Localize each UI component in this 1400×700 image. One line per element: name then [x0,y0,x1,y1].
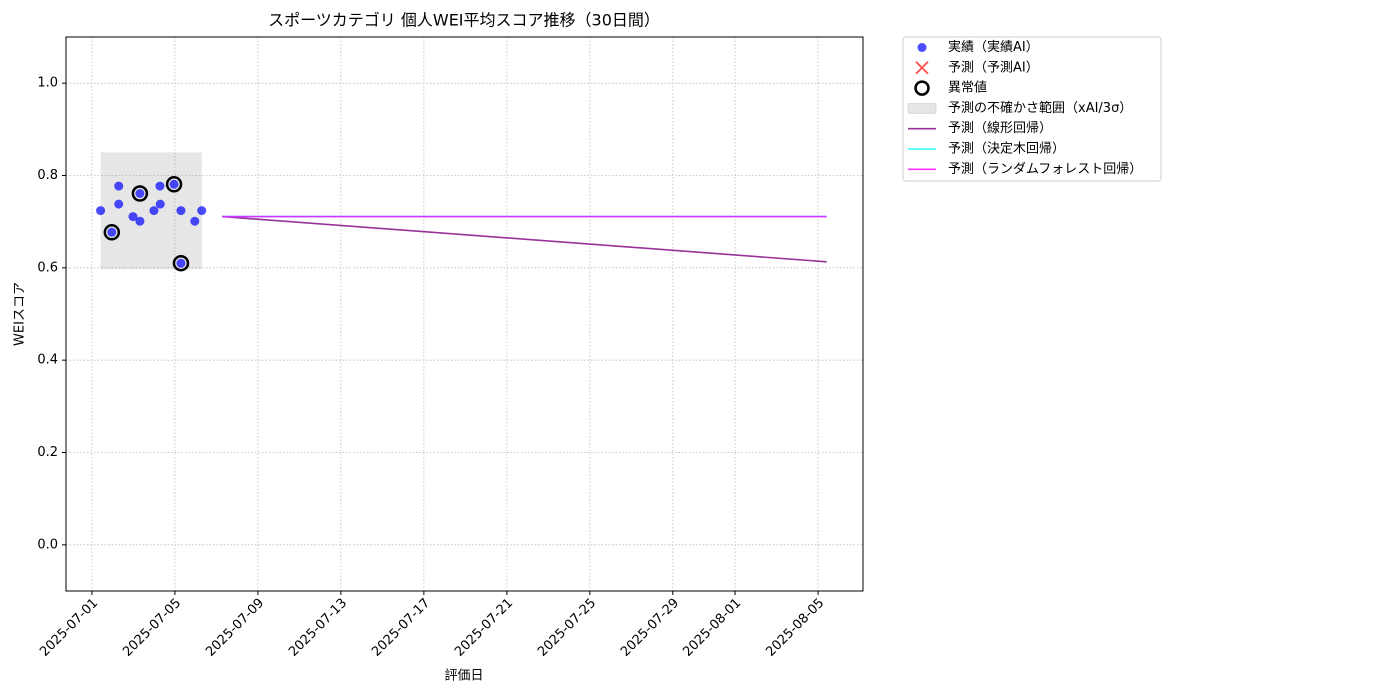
point [107,227,117,237]
legend-label: 予測（予測AI） [948,60,1039,75]
y-tick-label: 0.6 [37,260,58,275]
legend-label: 予測（線形回帰） [948,120,1052,136]
line [221,215,827,263]
point [169,179,179,189]
point [135,189,145,199]
point [96,206,106,216]
chart-title: スポーツカテゴリ 個人WEI平均スコア推移（30日間） [268,11,660,30]
outlier [172,254,190,272]
y-tick-label: 0.4 [37,353,58,368]
legend-marker [907,102,937,114]
legend-label: 予測（決定木回帰） [948,141,1065,157]
point [176,258,186,268]
point [149,206,159,216]
point [197,206,207,216]
y-axis-label: WEIスコア [13,282,28,346]
point [155,181,165,191]
legend-marker [915,61,929,75]
legend-label: 実績（実績AI） [948,39,1039,55]
outlier [165,176,183,193]
point [190,216,200,226]
plot-frame [65,36,864,592]
y-tick-label: 0.2 [37,445,58,460]
point [114,181,124,191]
legend-label: 異常値 [948,80,987,96]
outlier [103,224,121,241]
point [155,199,165,209]
legend-box [902,36,1162,182]
outlier [131,185,149,202]
legend-marker [914,80,930,96]
y-tick-label: 1.0 [37,76,58,91]
point [128,212,138,222]
legend-marker [917,43,927,52]
y-tick-label: 0.0 [37,537,58,552]
point [114,199,124,209]
point [135,216,145,226]
point [176,206,186,216]
x-axis-label: 評価日 [444,669,483,684]
legend-label: 予測の不確かさ範囲（xAI/3σ） [948,100,1132,116]
legend-label: 予測（ランダムフォレスト回帰） [948,161,1142,177]
y-tick-label: 0.8 [37,168,58,183]
